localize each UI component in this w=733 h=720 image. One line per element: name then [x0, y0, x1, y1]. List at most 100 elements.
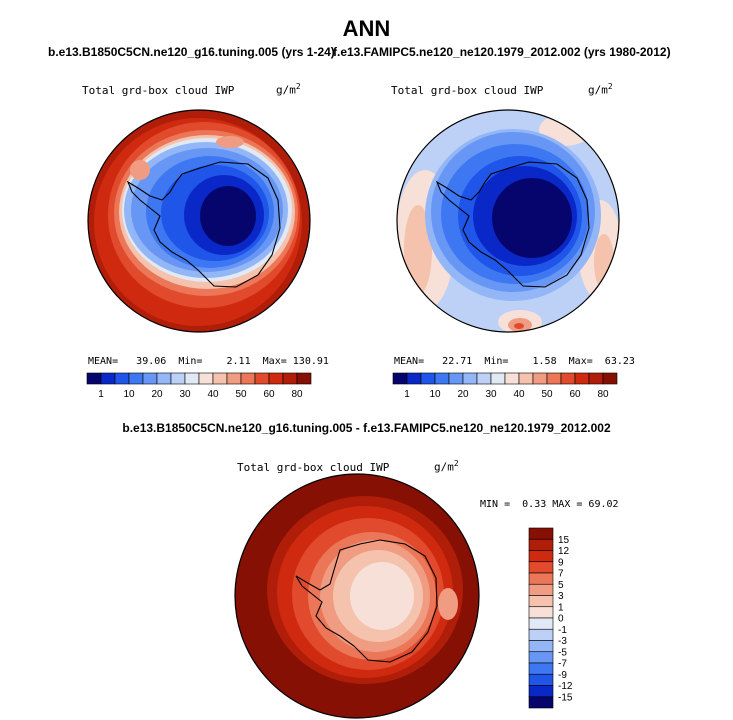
right-colorbar-swatch-0 [392, 372, 408, 385]
diff-colorbar-tick-label: 12 [558, 546, 570, 557]
right-colorbar-swatch-1 [406, 372, 422, 385]
diff-units-label: g/m2 [434, 459, 459, 474]
diff-colorbar-swatch-5 [528, 583, 554, 596]
right-colorbar-swatch-2 [420, 372, 436, 385]
diff-colorbar-swatch-11 [528, 651, 554, 664]
diff-colorbar-swatch-12 [528, 662, 554, 675]
left-colorbar-swatch-3 [128, 372, 144, 385]
right-colorbar-swatch-7 [490, 372, 506, 385]
diff-colorbar-swatch-14 [528, 685, 554, 698]
left-colorbar-swatch-11 [240, 372, 256, 385]
right-units-label: g/m2 [588, 82, 613, 97]
right-colorbar-tick-label: 80 [597, 389, 609, 400]
left-antarctica-outline [126, 161, 281, 288]
diff-variable-label: Total grd-box cloud IWP [237, 461, 390, 474]
right-colorbar-tick-label: 50 [541, 389, 553, 400]
diff-colorbar-tick-label: -1 [558, 625, 567, 636]
diff-colorbar-swatch-7 [528, 606, 554, 619]
left-variable-label: Total grd-box cloud IWP [82, 84, 235, 97]
left-colorbar-swatch-9 [212, 372, 228, 385]
diff-colorbar-swatch-13 [528, 673, 554, 686]
right-colorbar: 1 10 20 30 40 50 60 80 [392, 372, 618, 400]
left-colorbar-swatch-1 [100, 372, 116, 385]
difference-map [234, 473, 480, 719]
left-colorbar-swatch-13 [268, 372, 284, 385]
left-colorbar-tick-label: 1 [98, 389, 104, 400]
left-colorbar-tick-label: 60 [263, 389, 275, 400]
diff-colorbar-tick-label: -3 [558, 636, 567, 647]
diff-colorbar-tick-label: 3 [558, 591, 564, 602]
right-antarctica-outline [435, 161, 590, 288]
left-colorbar-swatch-7 [184, 372, 200, 385]
diff-colorbar-tick-label: 7 [558, 569, 564, 580]
left-colorbar-swatch-6 [170, 372, 186, 385]
diff-colorbar-tick-label: -5 [558, 647, 567, 658]
diff-colorbar-tick-label: 15 [558, 535, 570, 546]
diff-colorbar-swatch-8 [528, 617, 554, 630]
left-colorbar-swatch-5 [156, 372, 172, 385]
right-colorbar-swatch-14 [588, 372, 604, 385]
right-colorbar-swatch-6 [476, 372, 492, 385]
diff-colorbar-tick-label: -15 [558, 692, 573, 703]
left-colorbar-tick-label: 80 [291, 389, 303, 400]
left-colorbar-swatch-14 [282, 372, 298, 385]
right-map [396, 109, 620, 333]
right-colorbar-swatch-4 [448, 372, 464, 385]
right-stats: MEAN= 22.71 Min= 1.58 Max= 63.23 [394, 356, 635, 367]
left-units-label: g/m2 [276, 82, 301, 97]
diff-colorbar-tick-label: -12 [558, 681, 573, 692]
right-colorbar-tick-label: 10 [429, 389, 441, 400]
diff-colorbar-swatch-10 [528, 640, 554, 653]
diff-stats: MIN = 0.33 MAX = 69.02 [480, 499, 619, 510]
figure-title: ANN [342, 16, 391, 41]
right-colorbar-swatch-8 [504, 372, 520, 385]
difference-title: b.e13.B1850C5CN.ne120_g16.tuning.005 - f… [122, 421, 611, 435]
right-colorbar-swatch-10 [532, 372, 548, 385]
diff-colorbar-tick-label: 5 [558, 580, 564, 591]
left-colorbar-tick-label: 10 [123, 389, 135, 400]
diff-antarctica-outline [295, 539, 438, 663]
diff-colorbar-swatch-15 [528, 696, 554, 709]
left-colorbar-tick-label: 20 [151, 389, 163, 400]
left-colorbar-swatch-8 [198, 372, 214, 385]
right-colorbar-swatch-12 [560, 372, 576, 385]
right-case-title: f.e13.FAMIPC5.ne120_ne120.1979_2012.002 … [333, 45, 671, 59]
left-colorbar-swatch-12 [254, 372, 270, 385]
left-colorbar-tick-label: 40 [207, 389, 219, 400]
diff-colorbar-swatch-6 [528, 595, 554, 608]
left-stats: MEAN= 39.06 Min= 2.11 Max= 130.91 [88, 356, 329, 367]
right-colorbar-tick-label: 20 [457, 389, 469, 400]
right-colorbar-tick-label: 30 [485, 389, 497, 400]
right-colorbar-swatch-13 [574, 372, 590, 385]
left-case-title: b.e13.B1850C5CN.ne120_g16.tuning.005 (yr… [48, 45, 335, 59]
right-colorbar-tick-label: 1 [404, 389, 410, 400]
left-colorbar: 1 10 20 30 40 50 60 80 [86, 372, 312, 400]
diff-colorbar-tick-label: -9 [558, 670, 567, 681]
left-map [87, 109, 311, 333]
left-colorbar-swatch-2 [114, 372, 130, 385]
diff-colorbar-swatch-1 [528, 538, 554, 551]
diff-colorbar-tick-label: 1 [558, 602, 564, 613]
diff-colorbar-tick-label: 0 [558, 614, 564, 625]
left-colorbar-swatch-0 [86, 372, 102, 385]
diff-colorbar-tick-label: -7 [558, 659, 567, 670]
diff-colorbar-swatch-2 [528, 550, 554, 563]
right-colorbar-tick-label: 60 [569, 389, 581, 400]
right-colorbar-swatch-3 [434, 372, 450, 385]
diff-colorbar-swatch-4 [528, 572, 554, 585]
left-colorbar-swatch-10 [226, 372, 242, 385]
diff-colorbar-tick-label: 9 [558, 557, 564, 568]
right-variable-label: Total grd-box cloud IWP [391, 84, 544, 97]
diff-colorbar-swatch-3 [528, 561, 554, 574]
right-colorbar-swatch-11 [546, 372, 562, 385]
left-colorbar-tick-label: 50 [235, 389, 247, 400]
left-colorbar-swatch-4 [142, 372, 158, 385]
right-colorbar-swatch-5 [462, 372, 478, 385]
right-colorbar-swatch-15 [602, 372, 618, 385]
diff-colorbar-swatch-9 [528, 628, 554, 641]
diff-colorbar-swatch-0 [528, 527, 554, 540]
left-colorbar-tick-label: 30 [179, 389, 191, 400]
right-colorbar-tick-label: 40 [513, 389, 525, 400]
